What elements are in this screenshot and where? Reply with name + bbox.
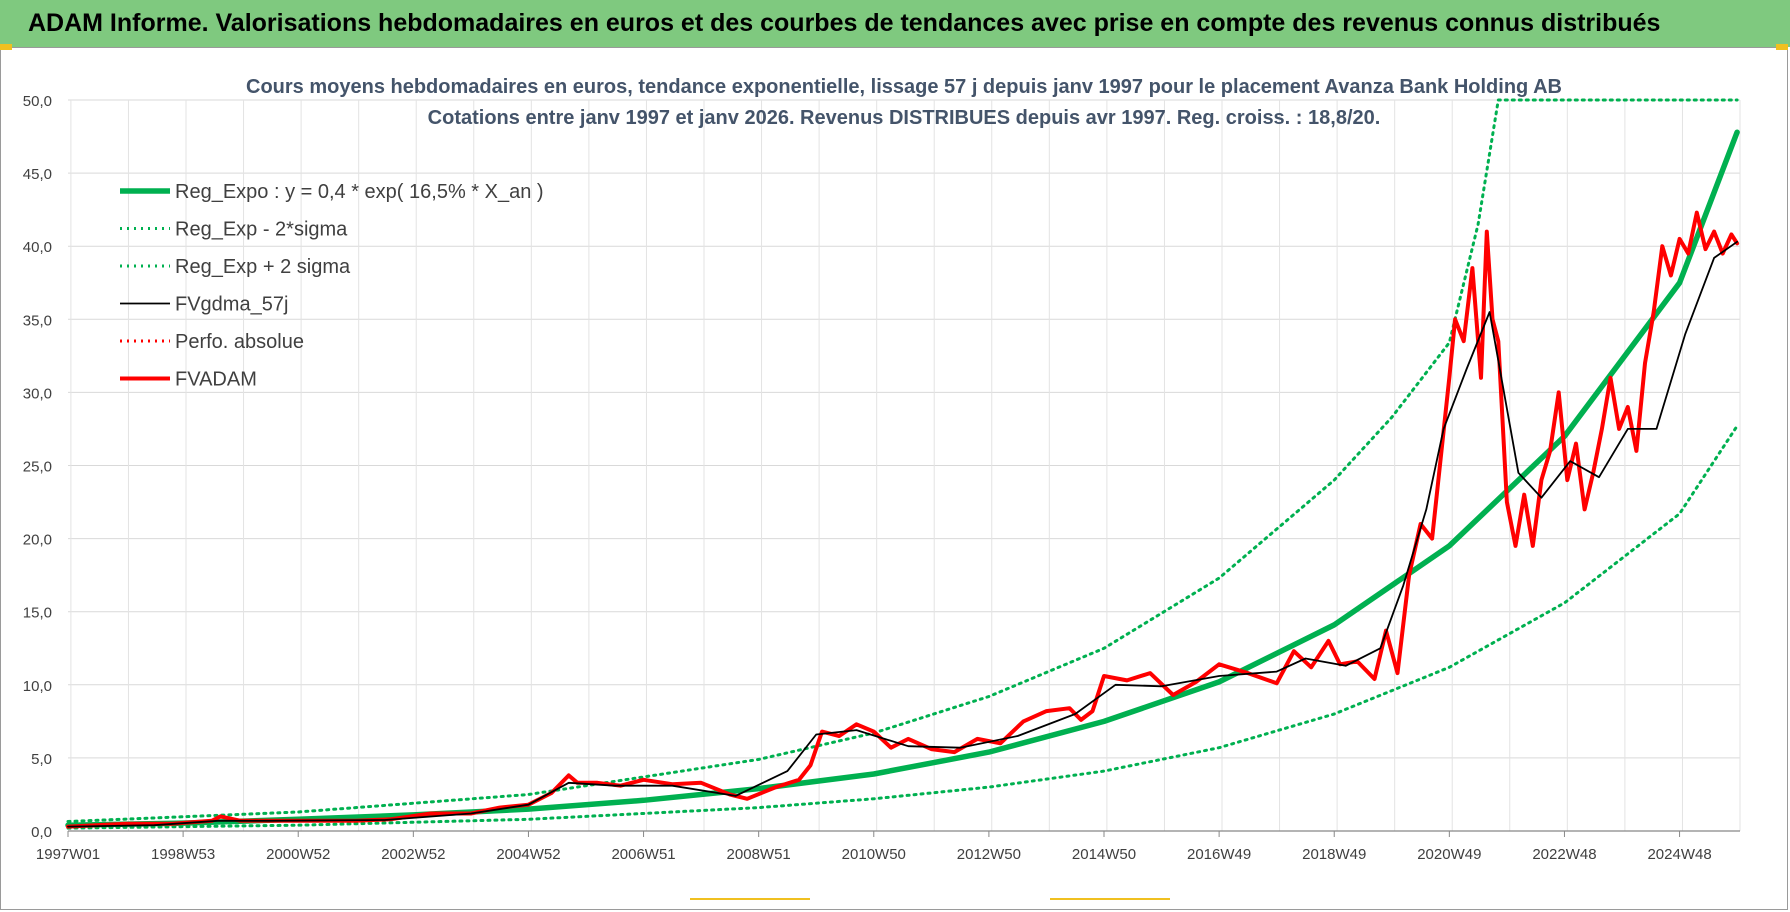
x-axis-ticks: 1997W01 1998W53 2000W52 2002W52 2004W52 2006W… <box>36 831 1712 863</box>
x-tick-label: 2024W48 <box>1647 846 1711 863</box>
x-tick-label: 2016W49 <box>1187 846 1251 863</box>
y-tick-label: 5,0 <box>31 751 52 768</box>
legend-label: FVADAM <box>175 369 257 391</box>
x-tick-label: 2000W52 <box>266 846 330 863</box>
series-lines <box>65 98 1740 830</box>
x-tick-label: 2014W50 <box>1072 846 1136 863</box>
x-tick-label: 2012W50 <box>957 846 1021 863</box>
banner-title: ADAM Informe. Valorisations hebdomadaire… <box>28 9 1661 37</box>
y-tick-label: 35,0 <box>23 312 52 329</box>
series-line-1 <box>66 424 1739 830</box>
x-tick-label: 2004W52 <box>496 846 560 863</box>
legend-label: Reg_Expo : y = 0,4 * exp( 16,5% * X_an ) <box>175 181 544 203</box>
y-tick-label: 15,0 <box>23 605 52 622</box>
series-line-2 <box>66 98 1739 823</box>
corner-accent-top-left <box>0 44 12 50</box>
y-tick-label: 40,0 <box>23 239 52 256</box>
y-tick-label: 45,0 <box>23 166 52 183</box>
legend-label: Reg_Exp - 2*sigma <box>175 219 348 241</box>
chart-legend: Reg_Expo : y = 0,4 * exp( 16,5% * X_an )… <box>120 181 544 391</box>
chart-frame <box>0 47 1788 910</box>
series-line-3 <box>67 240 1738 828</box>
legend-label: Reg_Exp + 2 sigma <box>175 256 351 278</box>
bottom-accent-2 <box>1050 898 1170 900</box>
report-banner: ADAM Informe. Valorisations hebdomadaire… <box>0 0 1790 47</box>
y-tick-label: 25,0 <box>23 459 52 476</box>
x-tick-label: 2002W52 <box>381 846 445 863</box>
x-tick-label: 2008W51 <box>727 846 791 863</box>
x-tick-label: 2022W48 <box>1532 846 1596 863</box>
x-tick-label: 2010W50 <box>842 846 906 863</box>
series-line-5 <box>66 210 1740 829</box>
bottom-accent-1 <box>690 898 810 900</box>
y-axis-ticks: 0,0 5,0 10,0 15,0 20,0 25,0 30,0 35,0 40,0 45,0 50… <box>23 93 52 841</box>
x-tick-label: 1997W01 <box>36 846 100 863</box>
legend-label: FVgdma_57j <box>175 294 288 316</box>
chart-subtitle: Cotations entre janv 1997 et janv 2026. … <box>428 107 1381 129</box>
corner-accent-top-right <box>1776 44 1788 50</box>
y-tick-label: 30,0 <box>23 385 52 402</box>
x-tick-label: 1998W53 <box>151 846 215 863</box>
y-tick-label: 0,0 <box>31 824 52 841</box>
grid-lines <box>68 99 1741 832</box>
y-tick-label: 10,0 <box>23 678 52 695</box>
x-tick-label: 2018W49 <box>1302 846 1366 863</box>
x-tick-label: 2020W49 <box>1417 846 1481 863</box>
y-tick-label: 20,0 <box>23 532 52 549</box>
y-tick-label: 50,0 <box>23 93 52 110</box>
legend-label: Perfo. absolue <box>175 331 304 353</box>
chart-title: Cours moyens hebdomadaires en euros, ten… <box>246 76 1562 98</box>
x-tick-label: 2006W51 <box>611 846 675 863</box>
